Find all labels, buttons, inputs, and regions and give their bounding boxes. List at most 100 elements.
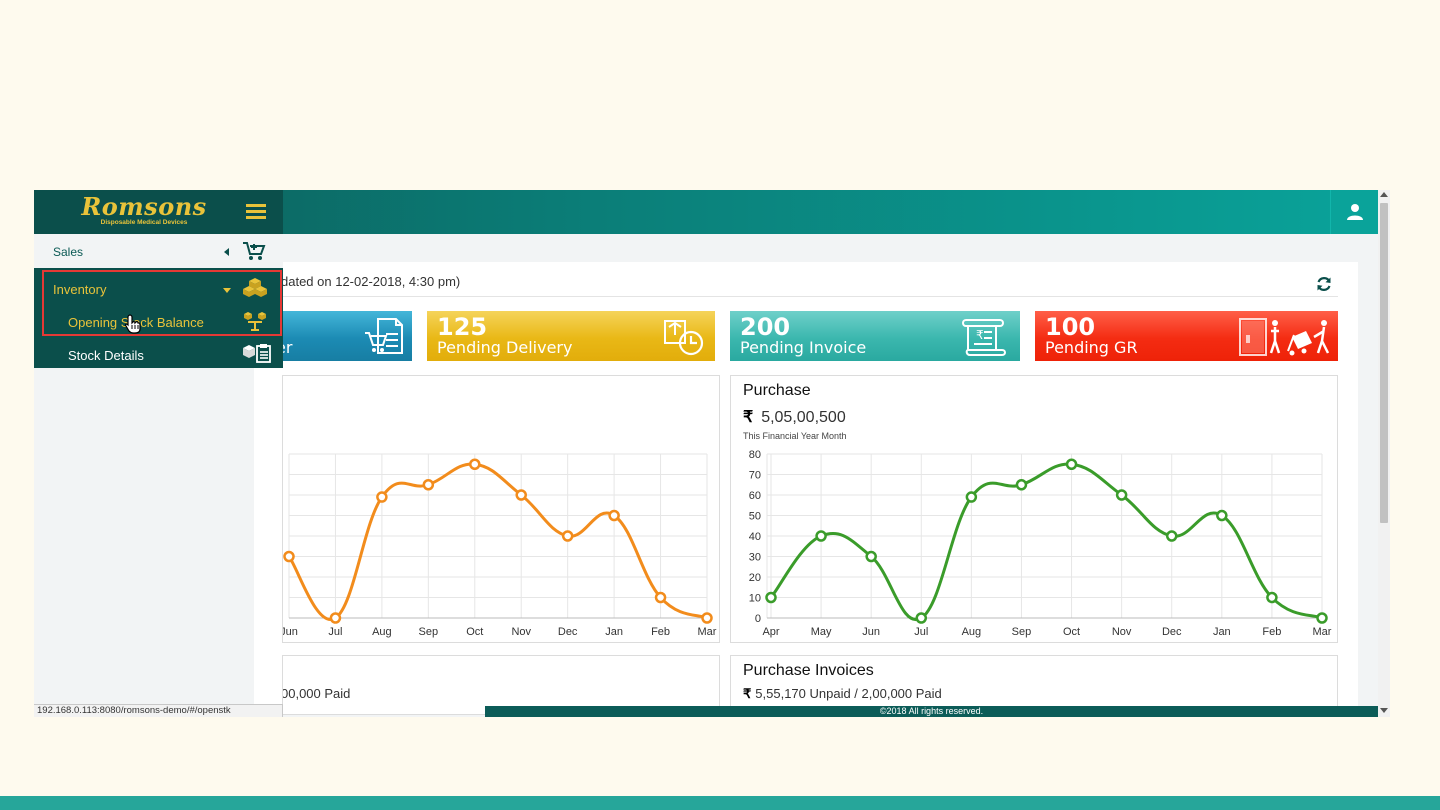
panel-subtitle: This Financial Year Month <box>743 431 847 441</box>
browser-status-url: 192.168.0.113:8080/romsons-demo/#/openst… <box>34 704 283 717</box>
sidebar-item-inventory[interactable]: Inventory <box>34 272 283 304</box>
x-tick-label: Mar <box>698 626 717 638</box>
invoice-scroll-icon: ₹ <box>962 319 1006 356</box>
sidebar-item-label: Inventory <box>53 282 107 297</box>
sidebar-inventory-section: Inventory Opening Stock Balance <box>34 268 283 368</box>
boxes-icon <box>243 278 267 297</box>
data-point <box>815 530 827 542</box>
x-tick-label: Apr <box>762 626 779 638</box>
brand-logo[interactable]: Romsons Disposable Medical Devices <box>78 192 210 230</box>
purchase-chart-panel: Purchase ₹5,05,00,500 This Financial Yea… <box>730 375 1338 643</box>
data-point <box>915 612 928 624</box>
x-tick-label: Aug <box>962 626 982 638</box>
data-point <box>376 491 388 503</box>
scroll-up-arrow-icon[interactable] <box>1380 192 1388 197</box>
data-point <box>1065 458 1078 470</box>
sidebar-item-sales[interactable]: Sales <box>34 234 283 268</box>
cart-icon <box>243 242 266 260</box>
data-point <box>283 550 295 563</box>
x-tick-label: Jan <box>605 626 623 638</box>
refresh-icon[interactable] <box>1315 275 1333 293</box>
x-tick-label: Jun <box>283 626 298 638</box>
x-tick-label: Jul <box>328 626 342 638</box>
panel-title: Purchase <box>743 382 811 399</box>
rupee-icon: ₹ <box>743 409 754 426</box>
scroll-thumb[interactable] <box>1380 203 1388 523</box>
data-point <box>1266 591 1278 604</box>
brand-tagline: Disposable Medical Devices <box>100 219 188 226</box>
sales-line-chart: Jun Jul Aug Sep Oct Nov Dec Jan Feb Mar <box>283 453 717 638</box>
y-tick-label: 20 <box>749 572 761 584</box>
user-menu-button[interactable] <box>1330 190 1378 234</box>
data-point <box>422 479 435 491</box>
footer: ©2018 All rights reserved. <box>485 706 1378 717</box>
panel-title: Purchase Invoices <box>743 662 874 679</box>
stat-pending-gr[interactable]: 100 Pending GR <box>1035 311 1338 361</box>
stat-number: 125 <box>437 313 488 341</box>
sidebar-item-stock-details[interactable]: Stock Details <box>34 338 283 370</box>
series-line <box>287 462 708 621</box>
order-icon <box>365 318 403 354</box>
x-tick-label: Nov <box>1112 626 1132 638</box>
data-point <box>329 612 342 624</box>
data-point <box>608 509 620 522</box>
data-point <box>1216 509 1228 522</box>
rupee-icon: ₹ <box>743 686 752 701</box>
x-tick-label: Oct <box>466 626 483 638</box>
brand-name: Romsons <box>81 192 207 221</box>
stat-pending-invoice[interactable]: 200 Pending Invoice ₹ <box>730 311 1020 361</box>
sidebar-item-label: Stock Details <box>68 348 144 363</box>
chart-grid <box>766 453 1323 619</box>
stat-pending-order[interactable]: er <box>282 311 412 361</box>
x-tick-label: Feb <box>651 626 670 638</box>
data-point <box>865 550 877 563</box>
x-tick-label: Nov <box>511 626 531 638</box>
x-tick-label: Oct <box>1063 626 1080 638</box>
x-tick-label: Sep <box>1012 626 1032 638</box>
x-tick-label: Jan <box>1213 626 1231 638</box>
stat-label: Pending Delivery <box>437 338 573 357</box>
x-tick-label: Sep <box>419 626 439 638</box>
delivery-clock-icon <box>664 320 704 356</box>
sales-chart-panel: Jun Jul Aug Sep Oct Nov Dec Jan Feb Mar <box>282 375 720 643</box>
data-point <box>1015 479 1028 491</box>
invoice-summary: ₹5,55,170 Unpaid / 2,00,000 Paid <box>743 686 942 702</box>
scroll-down-arrow-icon[interactable] <box>1380 708 1388 713</box>
y-tick-label: 60 <box>749 490 761 502</box>
purchase-line-chart: 0 10 20 30 40 50 60 70 80 Apr May Jun Jul Aug Sep Oct No… <box>749 449 1332 638</box>
vertical-scrollbar[interactable] <box>1378 190 1390 717</box>
data-point <box>1115 489 1128 501</box>
stat-label: Pending Invoice <box>740 338 867 357</box>
stat-number: 200 <box>740 313 791 341</box>
data-point <box>654 591 667 604</box>
highlight-box <box>42 270 282 336</box>
data-point <box>765 591 777 604</box>
sidebar-item-label: Sales <box>53 245 84 259</box>
data-point <box>1165 530 1178 542</box>
stock-balance-icon <box>244 312 266 331</box>
y-tick-label: 0 <box>755 613 761 625</box>
y-tick-label: 70 <box>749 470 761 482</box>
series-line <box>769 462 1323 622</box>
x-tick-label: Dec <box>1162 626 1182 638</box>
data-point <box>965 491 978 503</box>
sidebar-header: Romsons Disposable Medical Devices <box>34 190 283 234</box>
hamburger-icon[interactable] <box>246 204 266 220</box>
invoice-summary: 00,000 Paid <box>282 686 351 701</box>
amount-value: 5,05,00,500 <box>761 409 846 426</box>
data-point <box>469 458 481 470</box>
y-tick-label: 10 <box>749 593 761 605</box>
x-tick-label: May <box>811 626 832 638</box>
user-icon <box>1346 204 1363 220</box>
chart-grid <box>288 453 708 619</box>
stat-label: er <box>282 338 293 357</box>
stat-pending-delivery[interactable]: 125 Pending Delivery <box>427 311 715 361</box>
x-tick-label: Feb <box>1262 626 1281 638</box>
caret-left-icon <box>224 248 229 256</box>
y-tick-label: 50 <box>749 511 761 523</box>
y-tick-label: 30 <box>749 552 761 564</box>
x-tick-label: Mar <box>1313 626 1332 638</box>
y-tick-label: 40 <box>749 531 761 543</box>
card-divider <box>274 296 1338 297</box>
stat-label: Pending GR <box>1045 338 1138 357</box>
